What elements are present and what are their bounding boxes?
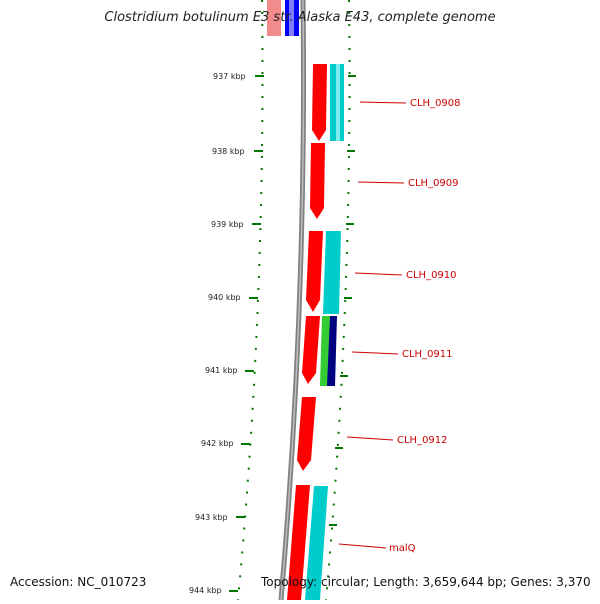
- cds-CLH_0908-forward: [312, 64, 327, 141]
- cds-CLH_0910-reverse: [323, 231, 341, 314]
- tick-label-939: 939 kbp: [211, 220, 244, 229]
- gene-label-leaders: [338, 101, 407, 549]
- cds-malQ-reverse: [305, 486, 328, 600]
- reverse-cds-track: [305, 64, 344, 600]
- gene-labels: CLH_0908 CLH_0909 CLH_0910 CLH_0911 CLH_…: [389, 98, 461, 554]
- gene-label-malQ[interactable]: malQ: [389, 543, 416, 554]
- gene-label-CLH_0912[interactable]: CLH_0912: [397, 435, 448, 446]
- feature-green: [320, 316, 330, 386]
- cds-CLH_0911-forward: [302, 316, 320, 384]
- tick-label-942: 942 kbp: [201, 439, 234, 448]
- tick-label-941: 941 kbp: [205, 366, 238, 375]
- cds-CLH_0912-forward: [297, 397, 316, 471]
- scale-tick-labels: 937 kbp 938 kbp 939 kbp 940 kbp 941 kbp …: [189, 72, 246, 595]
- outer-track-guide: [237, 0, 264, 601]
- inner-track-guide: [325, 0, 351, 601]
- cds-CLH_0908-reverse-shade: [336, 64, 340, 141]
- feature-pink-top: [267, 0, 281, 36]
- gene-label-CLH_0911[interactable]: CLH_0911: [402, 349, 453, 360]
- tick-label-937: 937 kbp: [213, 72, 246, 81]
- gene-label-CLH_0910[interactable]: CLH_0910: [406, 270, 457, 281]
- map-title: Clostridium botulinum E3 str. Alaska E43…: [104, 10, 496, 25]
- tick-label-943: 943 kbp: [195, 513, 228, 522]
- gene-label-CLH_0908[interactable]: CLH_0908: [410, 98, 461, 109]
- cds-CLH_0909-forward: [310, 143, 325, 219]
- tick-label-938: 938 kbp: [212, 147, 245, 156]
- inner-track-ticks: [329, 75, 356, 526]
- accession-text: Accession: NC_010723: [10, 575, 147, 589]
- genome-backbone-highlight: [280, 0, 305, 601]
- gene-label-CLH_0909[interactable]: CLH_0909: [408, 178, 459, 189]
- tick-label-940: 940 kbp: [208, 293, 241, 302]
- feature-navy: [327, 316, 337, 386]
- forward-cds-track: [287, 64, 327, 600]
- scale-ticks: [229, 75, 264, 592]
- cds-CLH_0910-forward: [306, 231, 323, 312]
- tick-label-944: 944 kbp: [189, 586, 222, 595]
- feature-blue-top-highlight: [289, 0, 294, 36]
- genome-info-text: Topology: circular; Length: 3,659,644 bp…: [261, 575, 591, 589]
- cds-malQ-forward: [287, 485, 310, 600]
